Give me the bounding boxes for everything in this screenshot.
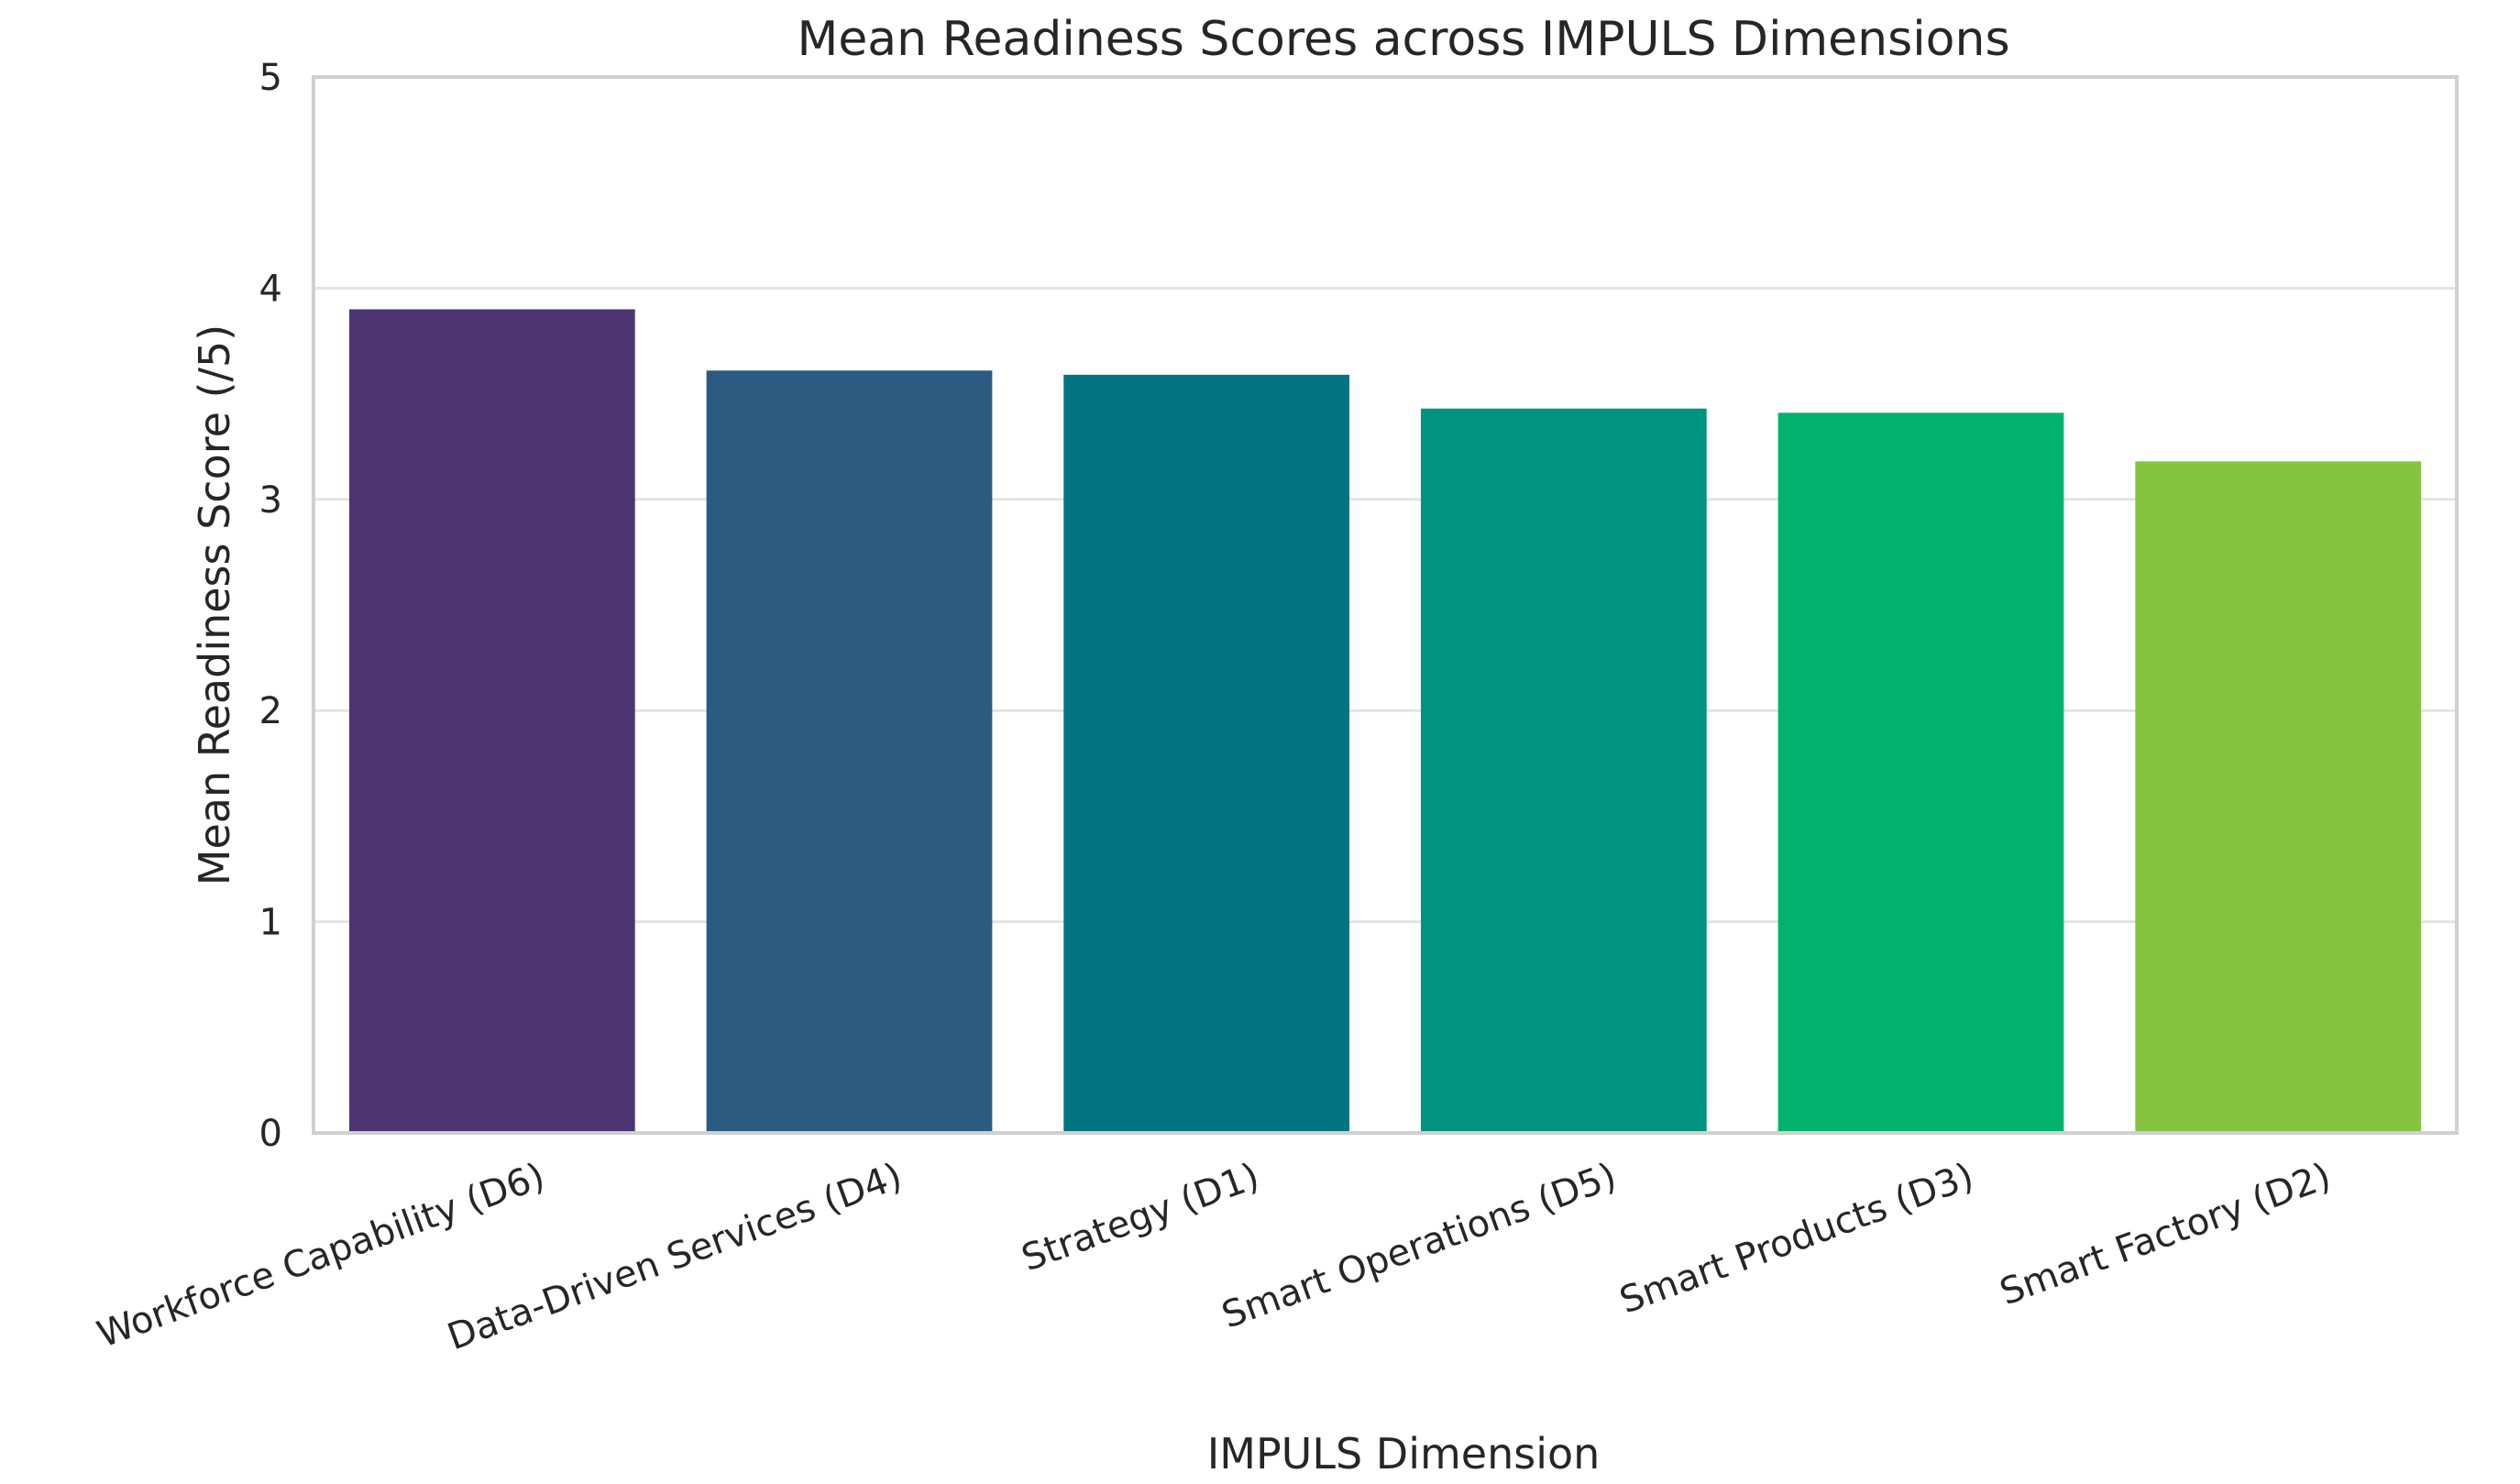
y-tick-label: 0 — [259, 1113, 282, 1155]
y-tick-label: 5 — [259, 57, 282, 99]
gridlines — [314, 286, 2457, 924]
y-tick-label: 2 — [259, 690, 282, 732]
bar — [2135, 461, 2422, 1133]
x-tick-label: Strategy (D1) — [1017, 1155, 1265, 1280]
y-tick-label: 1 — [259, 902, 282, 944]
bar — [1420, 408, 1707, 1133]
y-tick-labels: 0 1 2 3 4 5 — [259, 57, 282, 1155]
x-tick-label: Smart Factory (D2) — [1995, 1155, 2337, 1314]
x-axis-label: IMPULS Dimension — [1207, 1429, 1601, 1479]
bar — [1063, 374, 1350, 1133]
plot-frame — [312, 75, 2459, 1135]
x-tick-labels: Workforce Capability (D6)Data-Driven Ser… — [92, 1155, 2336, 1358]
bar — [706, 370, 993, 1134]
x-tick-label: Smart Operations (D5) — [1216, 1155, 1622, 1336]
y-axis-label: Mean Readiness Score (/5) — [190, 324, 239, 885]
bar — [1777, 412, 2064, 1133]
bar — [348, 309, 635, 1133]
bars — [348, 309, 2422, 1134]
y-tick-label: 3 — [259, 479, 282, 522]
chart-title: Mean Readiness Scores across IMPULS Dime… — [797, 12, 2009, 67]
y-tick-label: 4 — [259, 268, 282, 310]
x-tick-label: Smart Products (D3) — [1614, 1155, 1979, 1322]
